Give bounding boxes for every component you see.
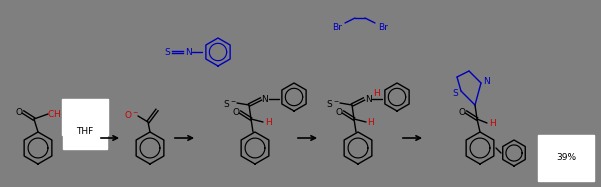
Text: O: O [233,108,240,117]
Text: H: H [373,88,379,97]
Text: Br: Br [332,22,342,31]
Text: N: N [185,47,191,56]
Text: S: S [164,47,170,56]
Text: H: H [264,117,272,126]
Text: N: N [484,76,490,85]
Text: N: N [365,94,371,103]
Text: H: H [368,117,374,126]
Text: THF: THF [76,126,94,136]
Text: 39%: 39% [556,154,576,163]
Text: S$^-$: S$^-$ [223,97,237,108]
Text: H: H [489,119,495,128]
Text: O: O [16,108,22,117]
Text: S$^-$: S$^-$ [326,97,340,108]
Text: O$^-$: O$^-$ [124,108,139,119]
Text: N: N [261,94,269,103]
Text: S: S [452,88,458,97]
Text: O: O [459,108,466,117]
Text: CH$_3$: CH$_3$ [47,109,66,121]
Text: O: O [335,108,343,117]
Text: NaH: NaH [76,113,94,122]
Text: Br: Br [378,22,388,31]
